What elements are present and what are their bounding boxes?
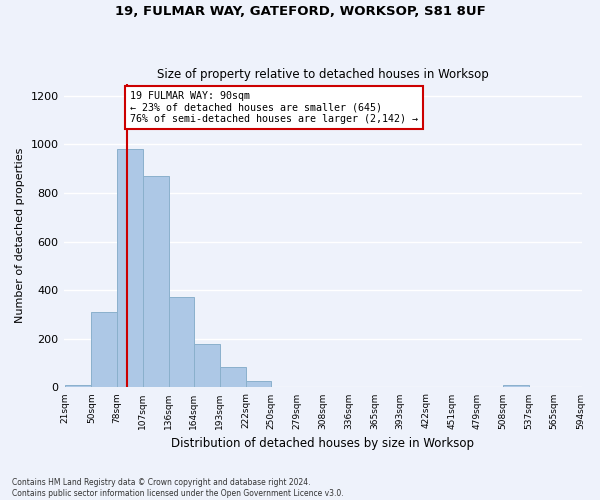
- Bar: [220, 367, 246, 388]
- Title: Size of property relative to detached houses in Worksop: Size of property relative to detached ho…: [157, 68, 489, 81]
- Bar: [116, 149, 143, 388]
- Bar: [91, 312, 116, 388]
- X-axis label: Distribution of detached houses by size in Worksop: Distribution of detached houses by size …: [172, 437, 475, 450]
- Bar: [194, 344, 220, 388]
- Bar: [65, 385, 91, 388]
- Text: Contains HM Land Registry data © Crown copyright and database right 2024.
Contai: Contains HM Land Registry data © Crown c…: [12, 478, 344, 498]
- Bar: [169, 298, 194, 388]
- Text: 19, FULMAR WAY, GATEFORD, WORKSOP, S81 8UF: 19, FULMAR WAY, GATEFORD, WORKSOP, S81 8…: [115, 5, 485, 18]
- Bar: [143, 176, 169, 388]
- Bar: [246, 382, 271, 388]
- Bar: [503, 385, 529, 388]
- Y-axis label: Number of detached properties: Number of detached properties: [15, 148, 25, 323]
- Text: 19 FULMAR WAY: 90sqm
← 23% of detached houses are smaller (645)
76% of semi-deta: 19 FULMAR WAY: 90sqm ← 23% of detached h…: [130, 91, 418, 124]
